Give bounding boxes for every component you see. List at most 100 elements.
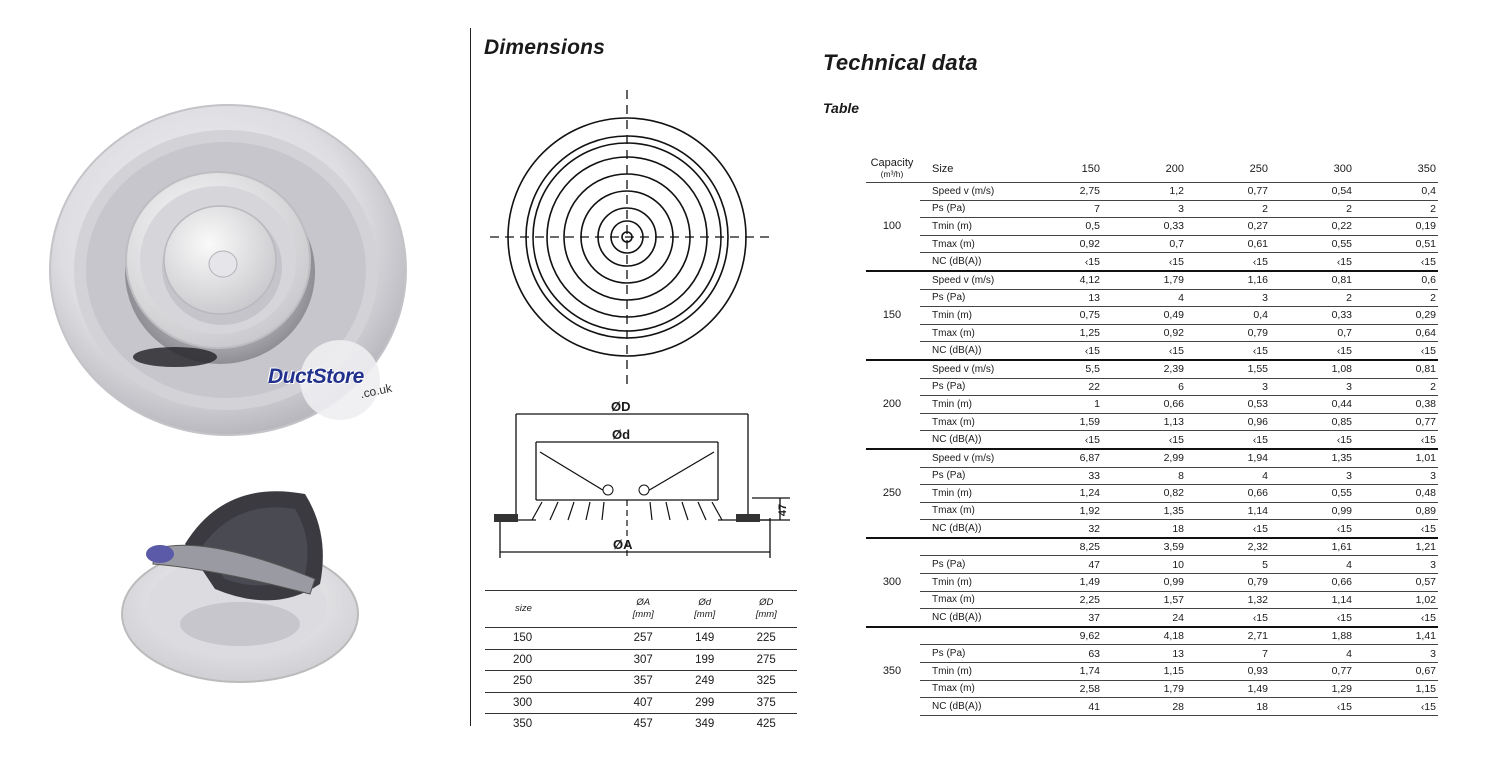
capacity-cell — [866, 502, 920, 520]
table-row: NC (dB(A)) 37 24 ‹15 ‹15 ‹15 — [866, 608, 1438, 628]
row-label: NC (dB(A)) — [920, 341, 1018, 361]
row-label: Ps (Pa) — [920, 555, 1018, 575]
row-label — [920, 536, 1018, 557]
value-cell: 5 — [1186, 555, 1270, 575]
value-cell: 2 — [1270, 200, 1354, 219]
table-row: Ps (Pa) 22 6 3 3 2 — [866, 378, 1438, 397]
table-cell: 349 — [695, 718, 715, 731]
row-label: Speed v (m/s) — [920, 358, 1018, 379]
dimensions-table-header: size ØA [mm] Ød [mm] ØD [mm] — [485, 590, 797, 628]
value-cell: ‹15 — [1270, 608, 1354, 628]
capacity-cell — [866, 289, 920, 307]
value-cell: 0,5 — [1018, 217, 1102, 236]
table-cell: 275 — [735, 649, 797, 671]
row-label: NC (dB(A)) — [920, 430, 1018, 450]
value-cell: 7 — [1186, 644, 1270, 664]
brand-logo: DuctStore — [268, 365, 364, 389]
value-cell: 1,49 — [1186, 680, 1270, 699]
capacity-cell — [866, 324, 920, 342]
row-label: Speed v (m/s) — [920, 182, 1018, 201]
value-cell: 37 — [1018, 608, 1102, 628]
value-cell: 28 — [1102, 697, 1186, 716]
value-cell: 0,61 — [1186, 235, 1270, 254]
table-cell: 149 — [673, 627, 736, 650]
table-row: 8,25 3,59 2,32 1,61 1,21 — [866, 536, 1438, 557]
capacity-cell — [866, 556, 920, 574]
label-inner-diameter: Ød — [612, 427, 631, 442]
value-cell: 0,67 — [1354, 662, 1438, 681]
row-label: NC (dB(A)) — [920, 252, 1018, 272]
table-row: 250 Tmin (m) 1,24 0,82 0,66 0,55 0,48 — [866, 484, 1438, 503]
value-cell: 0,6 — [1354, 269, 1438, 290]
technical-title: Technical data — [823, 50, 978, 75]
capacity-cell — [866, 413, 920, 431]
row-label: Ps (Pa) — [920, 289, 1018, 308]
value-cell: 0,48 — [1354, 484, 1438, 503]
value-cell: 1,74 — [1018, 662, 1102, 681]
value-cell: 1,02 — [1354, 591, 1438, 610]
row-label: Tmin (m) — [920, 306, 1018, 325]
capacity-cell — [866, 698, 920, 716]
value-cell: 8 — [1102, 467, 1186, 486]
capacity-cell — [866, 645, 920, 663]
value-cell: 18 — [1186, 697, 1270, 716]
row-label: Tmax (m) — [920, 502, 1018, 521]
value-cell: 63 — [1018, 644, 1102, 664]
capacity-cell: 100 — [882, 220, 902, 233]
capacity-cell — [866, 591, 920, 609]
capacity-cell — [866, 183, 920, 201]
value-cell: 2 — [1354, 289, 1438, 308]
capacity-cell — [866, 269, 920, 290]
capacity-cell — [866, 235, 920, 253]
value-cell: 4 — [1186, 467, 1270, 486]
value-cell: 1,14 — [1186, 502, 1270, 521]
value-cell: 0,77 — [1354, 413, 1438, 432]
value-cell: 1,21 — [1354, 536, 1438, 557]
size-col-150: 150 — [1018, 156, 1102, 183]
value-cell: 6,87 — [1018, 447, 1102, 468]
table-cell: 257 — [612, 627, 674, 650]
value-cell: 1,94 — [1186, 447, 1270, 468]
table-row: Speed v (m/s) 6,87 2,99 1,94 1,35 1,01 — [866, 447, 1438, 468]
value-cell: 0,77 — [1270, 662, 1354, 681]
value-cell: 1,49 — [1018, 573, 1102, 592]
value-cell: 13 — [1102, 644, 1186, 664]
table-cell: 375 — [735, 692, 797, 714]
value-cell: 1,13 — [1102, 413, 1186, 432]
value-cell: 0,79 — [1186, 324, 1270, 343]
table-row: Tmax (m) 2,25 1,57 1,32 1,14 1,02 — [866, 591, 1438, 610]
table-cell: 357 — [612, 670, 674, 693]
value-cell: 6 — [1102, 378, 1186, 397]
value-cell: 0,82 — [1102, 484, 1186, 503]
value-cell: 0,92 — [1018, 235, 1102, 254]
technical-table: Capacity (m³/h) Size 150 200 250 300 350… — [866, 156, 1438, 716]
table-row: NC (dB(A)) 32 18 ‹15 ‹15 ‹15 — [866, 519, 1438, 539]
value-cell: 0,57 — [1354, 573, 1438, 592]
value-cell: 3,59 — [1102, 536, 1186, 557]
size-header: Size — [920, 156, 1018, 183]
row-label: NC (dB(A)) — [920, 519, 1018, 539]
value-cell: 0,4 — [1354, 182, 1438, 201]
value-cell: 0,7 — [1102, 235, 1186, 254]
table-cell: 200 — [485, 649, 613, 671]
value-cell: ‹15 — [1270, 430, 1354, 450]
value-cell: 1,25 — [1018, 324, 1102, 343]
value-cell: 2,25 — [1018, 591, 1102, 610]
value-cell: 3 — [1354, 555, 1438, 575]
value-cell: ‹15 — [1018, 341, 1102, 361]
table-row: Ps (Pa) 7 3 2 2 2 — [866, 200, 1438, 219]
dim-header-a: ØA [mm] — [612, 590, 674, 628]
capacity-cell: 250 — [882, 487, 902, 500]
value-cell: 32 — [1018, 519, 1102, 539]
value-cell: 0,33 — [1270, 306, 1354, 325]
dimensions-title: Dimensions — [484, 36, 606, 59]
row-label: Tmin (m) — [920, 484, 1018, 503]
table-cell: 307 — [612, 649, 674, 671]
value-cell: ‹15 — [1018, 430, 1102, 450]
value-cell: ‹15 — [1270, 252, 1354, 272]
value-cell: 0,99 — [1270, 502, 1354, 521]
value-cell: 0,27 — [1186, 217, 1270, 236]
value-cell: ‹15 — [1186, 252, 1270, 272]
value-cell: 2,71 — [1186, 625, 1270, 646]
value-cell: ‹15 — [1102, 430, 1186, 450]
